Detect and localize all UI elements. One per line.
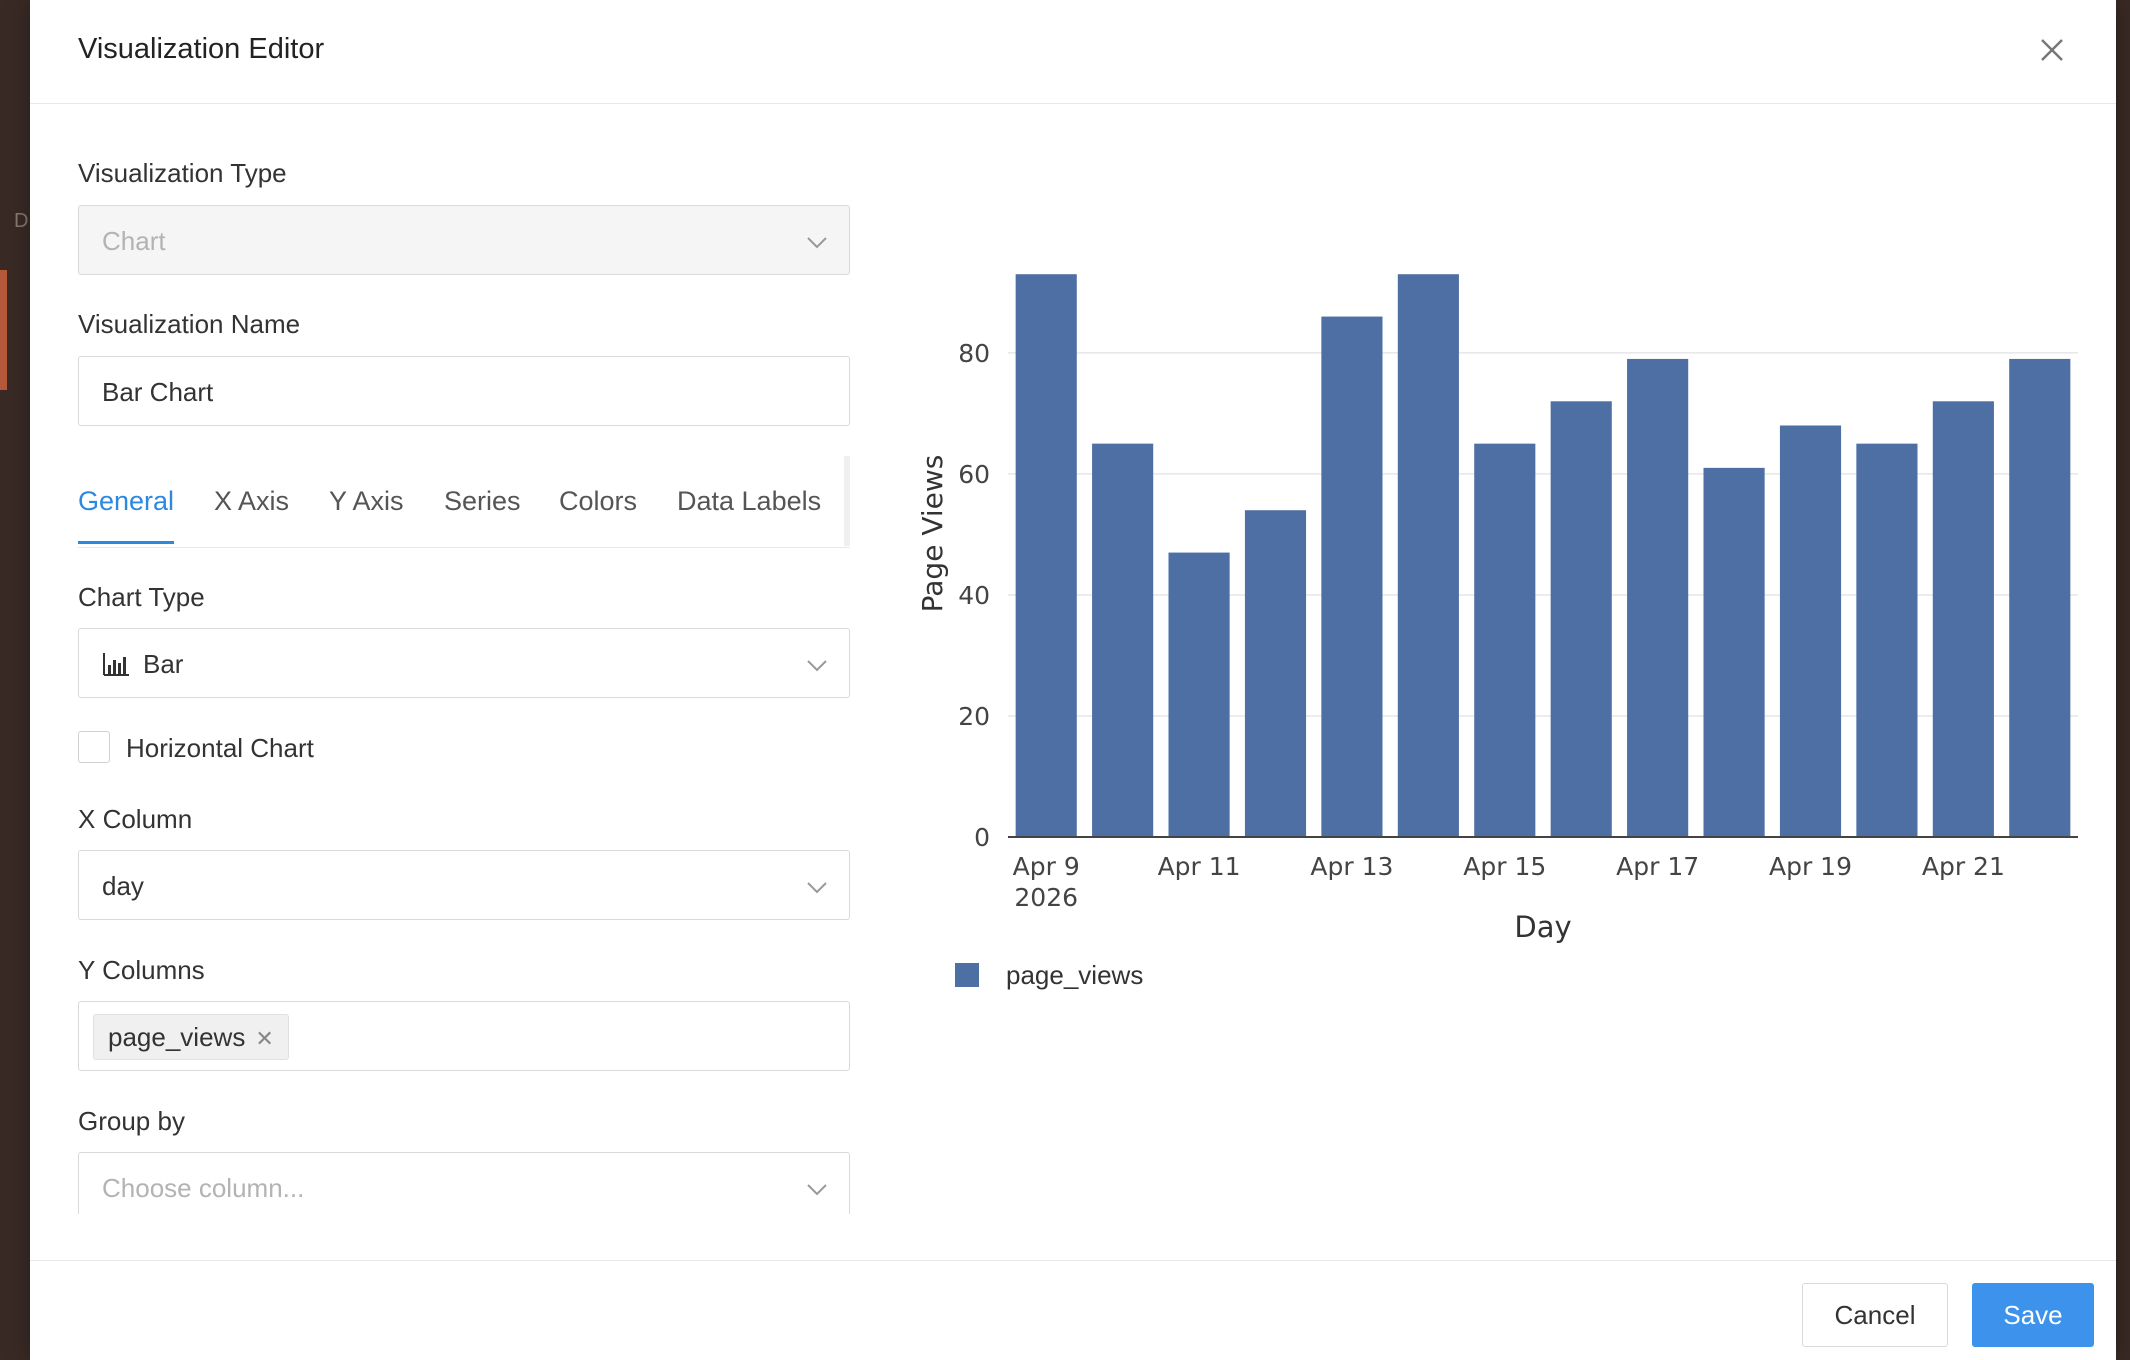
- x-column-select[interactable]: day: [78, 850, 850, 920]
- x-tick-label: Apr 19: [1769, 852, 1852, 881]
- bar: [1321, 316, 1383, 837]
- y-columns-select[interactable]: page_views ✕: [78, 1001, 850, 1071]
- bar: [1779, 425, 1842, 837]
- bar: [1015, 274, 1077, 837]
- group-by-label: Group by: [78, 1106, 185, 1136]
- bar: [2009, 358, 2071, 837]
- y-axis-title: Page Views: [916, 455, 949, 613]
- bar: [1092, 443, 1154, 837]
- chart-type-select[interactable]: Bar: [78, 628, 850, 698]
- horizontal-chart-label[interactable]: Horizontal Chart: [126, 733, 314, 763]
- y-column-tag-label: page_views: [108, 1022, 246, 1052]
- tab-series[interactable]: Series: [444, 486, 521, 516]
- x-axis-title: Day: [1514, 910, 1571, 944]
- legend-swatch: [955, 963, 979, 987]
- bar: [1244, 510, 1307, 837]
- modal-title: Visualization Editor: [78, 33, 325, 65]
- y-tick-label: 0: [974, 823, 990, 852]
- settings-tabs: General X Axis Y Axis Series Colors Data…: [78, 456, 850, 548]
- chevron-down-icon: [807, 660, 827, 672]
- bar-chart-icon: [103, 653, 129, 676]
- bar: [1856, 443, 1918, 837]
- y-tick-label: 60: [958, 460, 990, 489]
- viz-type-label: Visualization Type: [78, 158, 287, 188]
- bar: [1474, 443, 1536, 837]
- modal-header: Visualization Editor: [30, 0, 2116, 104]
- viz-type-value: Chart: [102, 226, 166, 256]
- background-text-fragment: D: [14, 210, 29, 232]
- cancel-button[interactable]: Cancel: [1802, 1283, 1948, 1347]
- viz-name-label: Visualization Name: [78, 309, 301, 339]
- tab-data-labels[interactable]: Data Labels: [677, 486, 822, 516]
- viz-name-input[interactable]: Bar Chart: [78, 356, 850, 426]
- x-tick-label: Apr 13: [1310, 852, 1393, 881]
- tabs-scroll-fade: [844, 456, 850, 546]
- x-tick-label: Apr 21: [1922, 852, 2005, 881]
- group-by-select[interactable]: Choose column...: [78, 1152, 850, 1214]
- x-tick-label: Apr 15: [1463, 852, 1546, 881]
- tab-x-axis[interactable]: X Axis: [214, 486, 290, 516]
- y-columns-label: Y Columns: [78, 955, 205, 985]
- modal-footer: Cancel Save: [30, 1260, 2116, 1360]
- chevron-down-icon: [807, 882, 827, 894]
- x-column-label: X Column: [78, 804, 193, 834]
- viz-type-select[interactable]: Chart: [78, 205, 850, 275]
- remove-tag-icon[interactable]: ✕: [255, 1026, 274, 1051]
- horizontal-chart-checkbox[interactable]: [78, 731, 110, 763]
- save-button[interactable]: Save: [1972, 1283, 2094, 1347]
- bar: [1932, 401, 1994, 837]
- x-tick-label: Apr 17: [1616, 852, 1699, 881]
- tab-general[interactable]: General: [78, 486, 175, 544]
- group-by-placeholder: Choose column...: [102, 1173, 305, 1203]
- chart-type-label: Chart Type: [78, 582, 205, 612]
- y-tick-label: 20: [958, 702, 990, 731]
- bar: [1550, 401, 1612, 837]
- bar: [1397, 274, 1459, 837]
- editor-form: Visualization Type Chart Visualization N…: [78, 104, 850, 1214]
- background-accent-bar: [0, 270, 7, 390]
- legend-label: page_views: [1006, 960, 1143, 990]
- tab-y-axis[interactable]: Y Axis: [329, 486, 404, 516]
- y-column-tag: page_views ✕: [93, 1014, 289, 1060]
- x-tick-year: 2026: [1014, 883, 1078, 912]
- chart-type-value: Bar: [143, 649, 184, 679]
- bar: [1703, 467, 1765, 837]
- viz-name-value: Bar Chart: [102, 377, 214, 407]
- y-tick-label: 80: [958, 339, 990, 368]
- y-tick-label: 40: [958, 581, 990, 610]
- visualization-editor-modal: Visualization Editor Visualization Type …: [30, 0, 2116, 1360]
- bar: [1168, 552, 1230, 837]
- x-tick-label: Apr 9: [1013, 852, 1080, 881]
- x-column-value: day: [102, 871, 144, 901]
- bar: [1627, 358, 1689, 837]
- close-icon: [2041, 39, 2063, 61]
- close-button[interactable]: [2032, 30, 2072, 70]
- x-tick-label: Apr 11: [1158, 852, 1241, 881]
- chevron-down-icon: [807, 237, 827, 249]
- tab-colors[interactable]: Colors: [559, 486, 638, 516]
- chart-preview: 0 20 40 60 80 Apr 9 2026 Apr 11 Apr 13 Apr 15 Apr …: [900, 230, 2100, 1010]
- chevron-down-icon: [807, 1184, 827, 1196]
